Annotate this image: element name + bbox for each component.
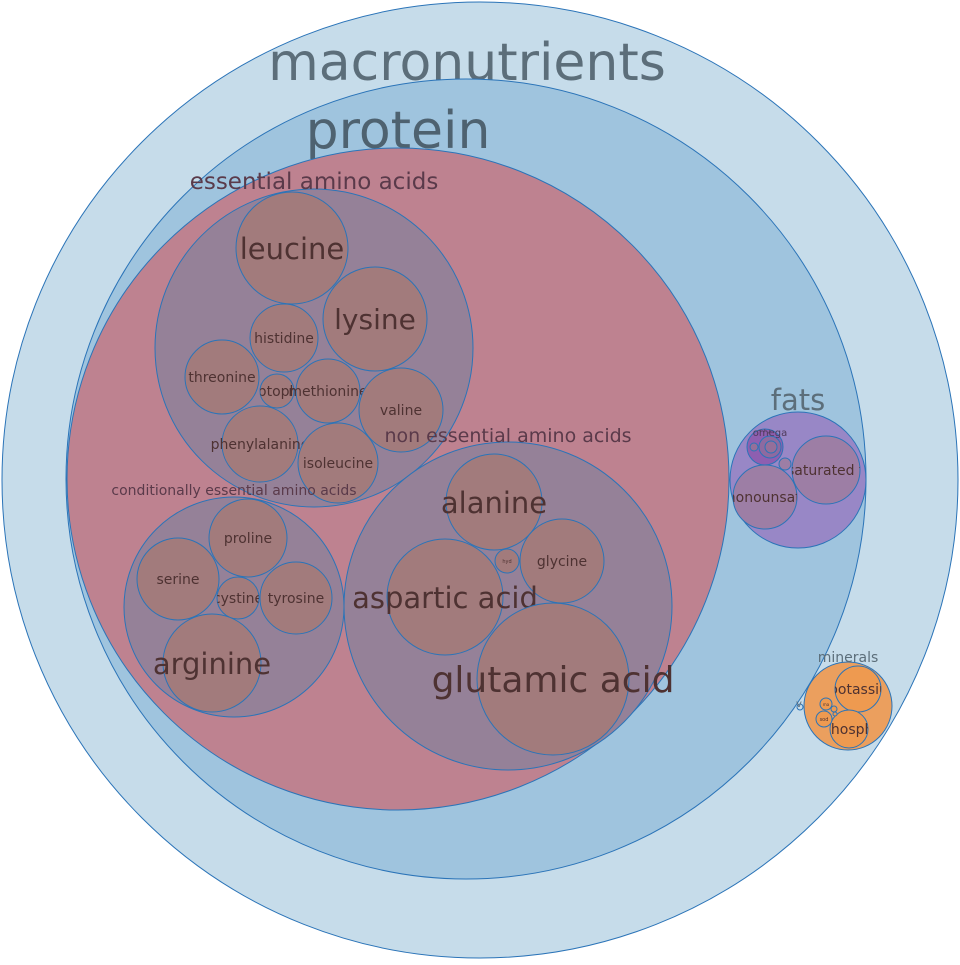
alanine-bubble[interactable] (445, 453, 543, 551)
vitamins-bubble[interactable] (796, 703, 804, 711)
saturated-fat-bubble[interactable] (791, 435, 861, 505)
minerals-label: minerals (818, 650, 879, 666)
tryptophan-label: tryptophan (238, 384, 316, 400)
aspartic-acid-bubble[interactable] (386, 538, 504, 656)
sodium-bubble[interactable] (815, 710, 833, 728)
conditionally-essential-label: conditionally essential amino acids (111, 483, 356, 499)
threonine-label: threonine (188, 370, 255, 386)
arginine-bubble[interactable] (162, 613, 262, 713)
serine-label: serine (156, 572, 199, 588)
valine-label: valine (380, 403, 422, 419)
omega-label: omega (753, 428, 788, 439)
magnesium-label: ma (823, 702, 830, 707)
tyrosine-bubble[interactable] (259, 561, 333, 635)
leucine-bubble[interactable] (235, 191, 349, 305)
potassium-label: potassium (829, 682, 902, 698)
glycine-bubble[interactable] (519, 518, 605, 604)
omega-inner-bubble[interactable] (764, 440, 778, 454)
lysine-bubble[interactable] (322, 266, 428, 372)
serine-bubble[interactable] (136, 537, 220, 621)
phenylalanine-label: phenylalanine (211, 437, 310, 453)
poly-small-bubble[interactable] (749, 442, 759, 452)
non-essential-amino-acids-label: non essential amino acids (384, 425, 631, 447)
phosphorus-bubble[interactable] (829, 709, 869, 749)
magnesium-bubble[interactable] (819, 697, 833, 711)
tryptophan-bubble[interactable] (259, 373, 295, 409)
lysine-label: lysine (334, 303, 416, 336)
glycine-label: glycine (537, 554, 587, 570)
essential-amino-acids-label: essential amino acids (190, 169, 439, 195)
phenylalanine-bubble[interactable] (221, 405, 299, 483)
histidine-bubble[interactable] (249, 303, 319, 373)
fats-label: fats (771, 383, 825, 417)
cystine-label: cystine (213, 591, 263, 607)
mineral-small-bubble-1[interactable] (830, 705, 838, 713)
fats-small-bubble[interactable] (778, 457, 792, 471)
proline-label: proline (224, 531, 272, 547)
histidine-label: histidine (254, 331, 314, 347)
glutamic-acid-bubble[interactable] (476, 602, 630, 756)
polyunsaturated-label: polyunsaturated (748, 420, 847, 434)
sodium-label: sod (820, 717, 829, 723)
tyrosine-label: tyrosine (268, 591, 324, 607)
methionine-label: methionine (288, 384, 367, 400)
aspartic-acid-label: aspartic acid (352, 581, 538, 615)
arginine-label: arginine (153, 647, 271, 681)
valine-bubble[interactable] (358, 367, 444, 453)
isoleucine-label: isoleucine (303, 456, 373, 472)
hydroxyproline-label: hyd (502, 559, 511, 565)
proline-bubble[interactable] (208, 498, 288, 578)
vitamins-letter: v (796, 699, 802, 710)
hydroxyproline-bubble[interactable] (494, 548, 520, 574)
phosphorus-label: phosphorus (822, 722, 904, 738)
cystine-bubble[interactable] (216, 576, 260, 620)
isoleucine-bubble[interactable] (297, 422, 379, 504)
saturated-fat-label: saturated fat (787, 463, 879, 479)
leucine-label: leucine (240, 232, 345, 266)
glutamic-acid-label: glutamic acid (432, 660, 675, 701)
mineral-small-bubble-2[interactable] (832, 711, 838, 717)
methionine-bubble[interactable] (295, 358, 361, 424)
alanine-label: alanine (441, 486, 547, 520)
threonine-bubble[interactable] (184, 339, 260, 415)
monounsaturated-label: monounsaturated (722, 490, 847, 506)
